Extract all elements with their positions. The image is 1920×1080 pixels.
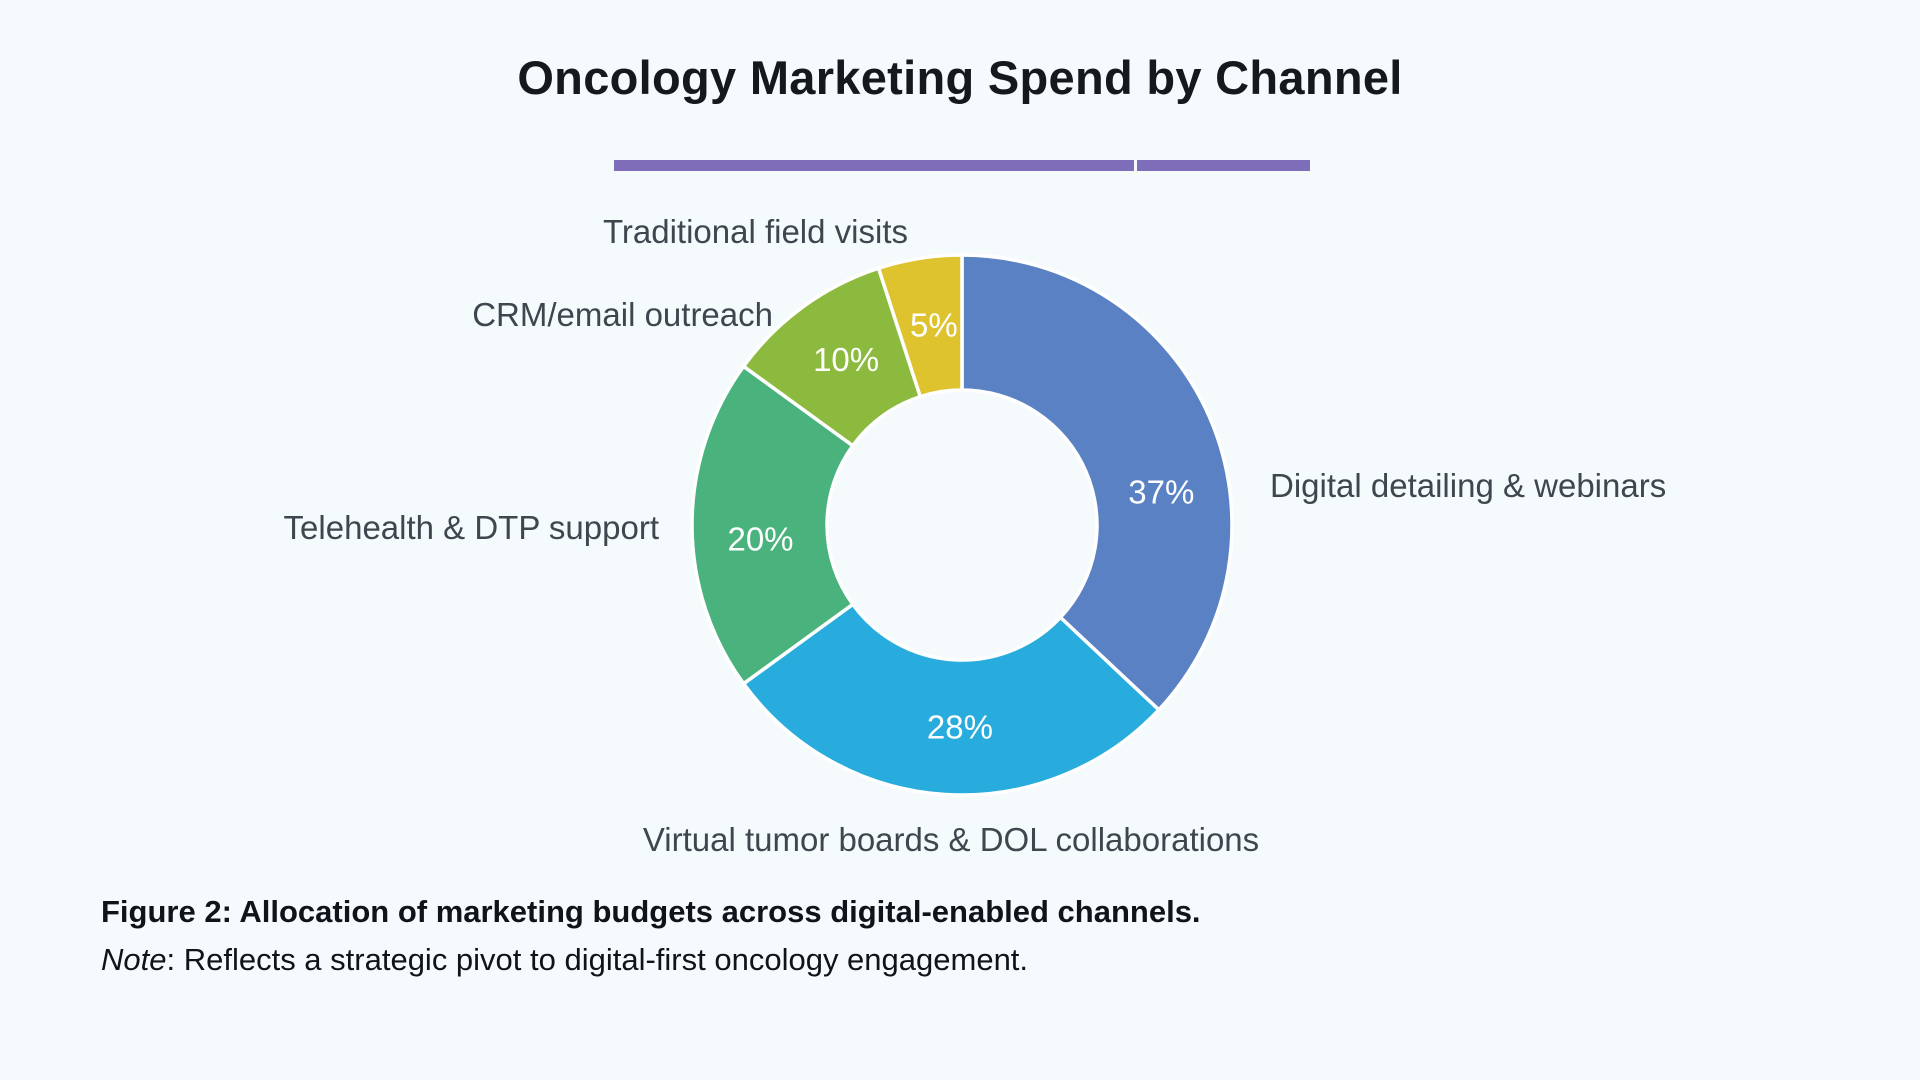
donut-chart: 37% 28% 20% 10% 5% bbox=[690, 253, 1234, 797]
figure-note: Note: Reflects a strategic pivot to digi… bbox=[101, 939, 1028, 981]
slice-value-label-telehealth-dtp-support: 20% bbox=[727, 521, 793, 558]
title-underline-segment-left bbox=[614, 160, 1134, 171]
category-label-virtual-tumor-boards: Virtual tumor boards & DOL collaboration… bbox=[642, 821, 1260, 858]
slice-value-label-traditional-field-visits: 5% bbox=[910, 307, 958, 344]
category-label-traditional-field: Traditional field visits bbox=[602, 213, 908, 250]
category-label-digital-detailing: Digital detailing & webinars bbox=[1270, 467, 1667, 504]
slice-value-label-crm-email-outreach: 10% bbox=[813, 341, 879, 378]
figure-note-rest: : Reflects a strategic pivot to digital-… bbox=[166, 942, 1029, 977]
donut-slice-digital-detailing-webinars bbox=[960, 253, 1234, 712]
category-label-telehealth-dtp: Telehealth & DTP support bbox=[283, 509, 659, 546]
figure-caption: Figure 2: Allocation of marketing budget… bbox=[101, 894, 1201, 929]
slice-value-label-virtual-tumor-boards: 28% bbox=[927, 709, 993, 746]
title-underline-segment-right bbox=[1137, 160, 1310, 171]
page-title: Oncology Marketing Spend by Channel bbox=[517, 51, 1403, 104]
figure-note-word: Note bbox=[101, 942, 167, 977]
slice-value-label-digital-detailing-webinars: 37% bbox=[1128, 474, 1194, 511]
title-underline bbox=[614, 160, 1310, 171]
donut-slice-traditional-field-visits bbox=[876, 253, 964, 399]
donut-slice-telehealth-dtp-support bbox=[690, 364, 855, 686]
donut-slice-virtual-tumor-boards bbox=[741, 602, 1161, 797]
category-label-crm-email: CRM/email outreach bbox=[472, 296, 773, 333]
